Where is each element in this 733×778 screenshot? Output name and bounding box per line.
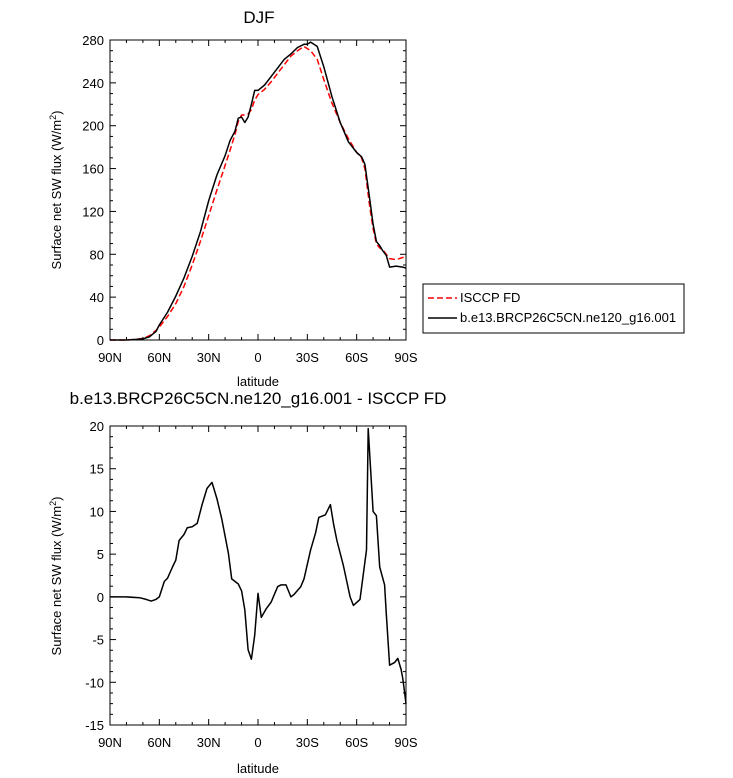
top-x-tick-label: 60N [147,350,171,365]
bottom-x-tick-label: 90S [394,735,417,750]
top-x-tick-label: 30N [197,350,221,365]
bottom-y-tick-label: 5 [97,547,104,562]
bottom-y-tick-label: -10 [85,675,104,690]
top-title: DJF [243,8,274,27]
top-x-axis-label: latitude [237,374,279,389]
top-panel: DJF 0 40 80 120 160 200 240 280 90N 60N 30N 0 30S 60S… [48,8,685,389]
bottom-y-tick-label: 20 [90,419,104,434]
top-x-tick-label: 30S [296,350,319,365]
top-series-line-1 [110,41,407,341]
bottom-y-tick-label: 0 [97,590,104,605]
top-y-tick-label: 160 [82,162,104,177]
top-y-axis-label: Surface net SW flux (W/m2) [48,111,64,270]
top-plot-frame [109,39,407,341]
bottom-x-tick-label: 30S [296,735,319,750]
top-x-tick-label: 60S [345,350,368,365]
bottom-x-tick-label: 30N [197,735,221,750]
bottom-x-tick-label: 90N [98,735,122,750]
top-ticks: 0 40 80 120 160 200 240 280 90N 60N 30N 0 30S 60S 90S [82,33,418,365]
top-y-tick-label: 80 [90,247,104,262]
bottom-y-tick-label: -5 [92,633,104,648]
top-x-tick-label: 90S [394,350,417,365]
top-series-lines [110,41,407,341]
top-y-tick-label: 120 [82,204,104,219]
top-y-tick-label: 0 [97,333,104,348]
top-x-tick-label: 0 [254,350,261,365]
bottom-y-tick-label: 15 [90,462,104,477]
bottom-series-lines [110,427,407,704]
top-series-line-0 [110,45,407,341]
bottom-series-line-0 [110,427,407,704]
bottom-plot-frame [109,425,407,726]
bottom-x-tick-label: 0 [254,735,261,750]
top-y-tick-label: 200 [82,119,104,134]
legend: ISCCP FD b.e13.BRCP26C5CN.ne120_g16.001 [422,283,685,334]
bottom-title: b.e13.BRCP26C5CN.ne120_g16.001 - ISCCP F… [70,389,447,408]
bottom-ticks: -15 -10 -5 0 5 10 15 20 90N 60N 30N 0 30S 60S 90S [85,419,418,750]
top-x-tick-label: 90N [98,350,122,365]
top-y-tick-label: 240 [82,76,104,91]
legend-label-isccp: ISCCP FD [460,290,520,305]
legend-label-model: b.e13.BRCP26C5CN.ne120_g16.001 [460,310,676,325]
top-y-tick-label: 280 [82,33,104,48]
legend-box [422,283,685,334]
top-y-tick-label: 40 [90,290,104,305]
bottom-panel: b.e13.BRCP26C5CN.ne120_g16.001 - ISCCP F… [48,389,446,776]
bottom-y-axis-label: Surface net SW flux (W/m2) [48,497,64,656]
bottom-x-axis-label: latitude [237,761,279,776]
bottom-y-tick-label: -15 [85,718,104,733]
bottom-x-tick-label: 60S [345,735,368,750]
bottom-x-tick-label: 60N [147,735,171,750]
bottom-y-tick-label: 10 [90,504,104,519]
